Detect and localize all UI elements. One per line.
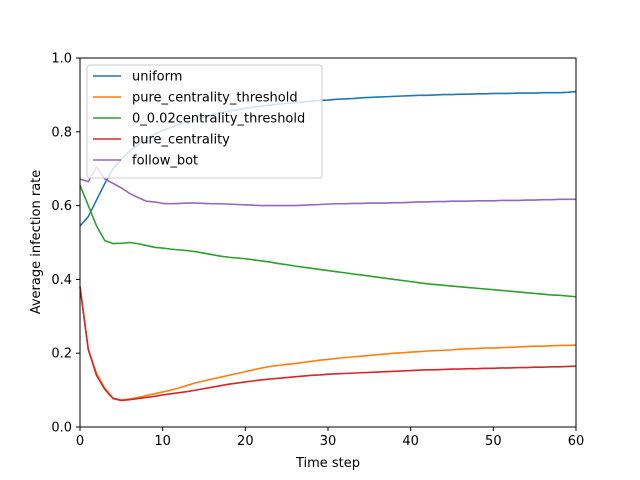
legend-label: pure_centrality bbox=[132, 133, 230, 148]
x-tick-label: 60 bbox=[568, 434, 585, 449]
y-axis-label: Average infection rate bbox=[29, 170, 44, 315]
series-line-0-0-02centrality-threshold bbox=[79, 184, 577, 298]
y-tick-label: 0.6 bbox=[51, 199, 72, 214]
series-line-pure-centrality-threshold bbox=[79, 286, 577, 401]
x-tick-label: 50 bbox=[485, 434, 502, 449]
x-tick-label: 40 bbox=[402, 434, 419, 449]
legend-label: uniform bbox=[132, 70, 182, 85]
x-axis-label: Time step bbox=[295, 456, 360, 471]
x-axis: 0 10 20 30 40 50 60 bbox=[76, 427, 584, 449]
y-tick-label: 1.0 bbox=[51, 52, 72, 67]
legend-box bbox=[86, 64, 323, 179]
y-axis: 0.0 0.2 0.4 0.6 0.8 1.0 bbox=[51, 52, 80, 436]
series-line-follow-bot bbox=[79, 166, 576, 207]
y-tick-label: 0.2 bbox=[51, 347, 72, 362]
x-tick-label: 20 bbox=[237, 434, 254, 449]
y-tick-label: 0.0 bbox=[51, 421, 72, 436]
y-tick-label: 0.4 bbox=[51, 273, 72, 288]
legend-label: follow_bot bbox=[132, 154, 198, 169]
legend: uniform pure_centrality_threshold 0_0.02ce… bbox=[86, 64, 323, 179]
x-tick-label: 0 bbox=[76, 434, 84, 449]
x-tick-label: 30 bbox=[320, 434, 337, 449]
y-tick-label: 0.8 bbox=[51, 125, 72, 140]
x-tick-label: 10 bbox=[154, 434, 171, 449]
legend-label: 0_0.02centrality_threshold bbox=[132, 112, 305, 127]
series-line-pure-centrality bbox=[79, 286, 577, 402]
legend-label: pure_centrality_threshold bbox=[132, 91, 298, 106]
